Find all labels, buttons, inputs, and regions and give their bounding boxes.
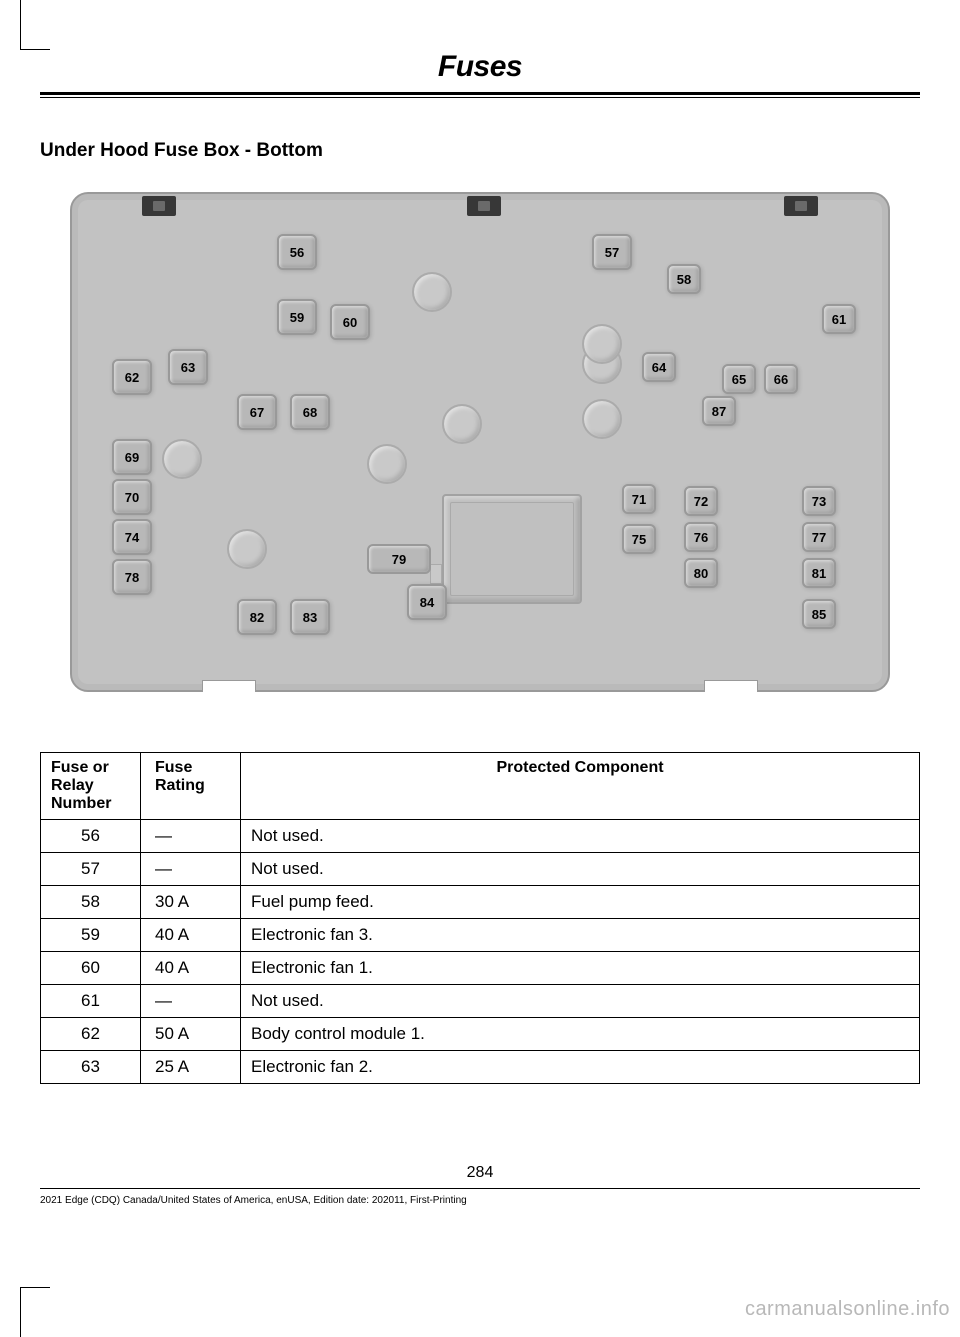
table-row: 61—Not used. — [41, 985, 920, 1018]
footer-info: 2021 Edge (CDQ) Canada/United States of … — [40, 1195, 960, 1206]
post — [442, 404, 482, 444]
slot — [202, 680, 256, 692]
post — [582, 399, 622, 439]
fuse-85: 85 — [802, 599, 836, 629]
fuse-74: 74 — [112, 519, 152, 555]
fuse-73: 73 — [802, 486, 836, 516]
relay-block — [442, 494, 582, 604]
fuse-58: 58 — [667, 264, 701, 294]
page-number: 284 — [40, 1164, 920, 1182]
post — [227, 529, 267, 569]
col-header-number: Fuse or Relay Number — [41, 753, 141, 820]
table-row: 6325 AElectronic fan 2. — [41, 1051, 920, 1084]
post — [412, 272, 452, 312]
fuse-75: 75 — [622, 524, 656, 554]
fuse-70: 70 — [112, 479, 152, 515]
fuse-63: 63 — [168, 349, 208, 385]
divider — [40, 97, 920, 98]
fuse-diagram: 56 57 58 59 60 61 62 63 64 65 66 67 68 8… — [70, 192, 890, 692]
table-body: 56—Not used. 57—Not used. 5830 AFuel pum… — [41, 820, 920, 1084]
clip — [142, 196, 176, 216]
fuse-62: 62 — [112, 359, 152, 395]
footer-divider — [40, 1188, 920, 1189]
crop-mark — [20, 1287, 50, 1337]
table-row: 6040 AElectronic fan 1. — [41, 952, 920, 985]
fuse-table: Fuse or Relay Number Fuse Rating Protect… — [40, 752, 920, 1084]
fuse-57: 57 — [592, 234, 632, 270]
fuse-56: 56 — [277, 234, 317, 270]
fuse-71: 71 — [622, 484, 656, 514]
post — [582, 324, 622, 364]
fuse-79: 79 — [367, 544, 431, 574]
fuse-60: 60 — [330, 304, 370, 340]
page-content: Fuses Under Hood Fuse Box - Bottom 56 — [40, 0, 920, 1182]
divider — [40, 92, 920, 95]
table-row: 57—Not used. — [41, 853, 920, 886]
watermark: carmanualsonline.info — [745, 1298, 950, 1321]
fuse-83: 83 — [290, 599, 330, 635]
col-header-component: Protected Component — [241, 753, 920, 820]
fuse-84: 84 — [407, 584, 447, 620]
fuse-67: 67 — [237, 394, 277, 430]
table-row: 56—Not used. — [41, 820, 920, 853]
fuse-81: 81 — [802, 558, 836, 588]
col-header-rating: Fuse Rating — [141, 753, 241, 820]
fuse-80: 80 — [684, 558, 718, 588]
table-row: 6250 ABody control module 1. — [41, 1018, 920, 1051]
table-header-row: Fuse or Relay Number Fuse Rating Protect… — [41, 753, 920, 820]
fuse-82: 82 — [237, 599, 277, 635]
fuse-61: 61 — [822, 304, 856, 334]
table-row: 5830 AFuel pump feed. — [41, 886, 920, 919]
clip — [467, 196, 501, 216]
fuse-69: 69 — [112, 439, 152, 475]
fuse-77: 77 — [802, 522, 836, 552]
crop-mark — [20, 0, 50, 50]
fuse-65: 65 — [722, 364, 756, 394]
clip — [784, 196, 818, 216]
table-row: 5940 AElectronic fan 3. — [41, 919, 920, 952]
notch — [430, 564, 442, 584]
fuse-72: 72 — [684, 486, 718, 516]
post — [162, 439, 202, 479]
fuse-76: 76 — [684, 522, 718, 552]
chapter-title: Fuses — [40, 50, 920, 92]
fuse-68: 68 — [290, 394, 330, 430]
section-title: Under Hood Fuse Box - Bottom — [40, 140, 920, 162]
fuse-59: 59 — [277, 299, 317, 335]
slot — [704, 680, 758, 692]
fuse-box-body: 56 57 58 59 60 61 62 63 64 65 66 67 68 8… — [70, 192, 890, 692]
post — [367, 444, 407, 484]
fuse-66: 66 — [764, 364, 798, 394]
fuse-87: 87 — [702, 396, 736, 426]
fuse-78: 78 — [112, 559, 152, 595]
fuse-64: 64 — [642, 352, 676, 382]
